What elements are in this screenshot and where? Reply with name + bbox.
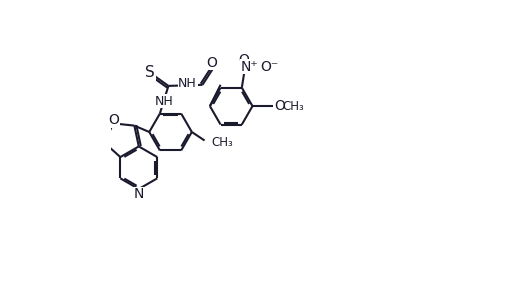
- Text: S: S: [145, 65, 155, 80]
- Text: O: O: [238, 53, 249, 67]
- Text: CH₃: CH₃: [282, 99, 304, 113]
- Text: O: O: [109, 113, 119, 127]
- Text: O: O: [206, 56, 217, 69]
- Text: NH: NH: [155, 95, 174, 108]
- Text: O: O: [274, 99, 285, 113]
- Text: N⁺: N⁺: [240, 60, 258, 74]
- Text: CH₃: CH₃: [211, 136, 233, 149]
- Text: NH: NH: [178, 77, 197, 90]
- Text: O⁻: O⁻: [260, 60, 278, 74]
- Text: N: N: [133, 187, 144, 201]
